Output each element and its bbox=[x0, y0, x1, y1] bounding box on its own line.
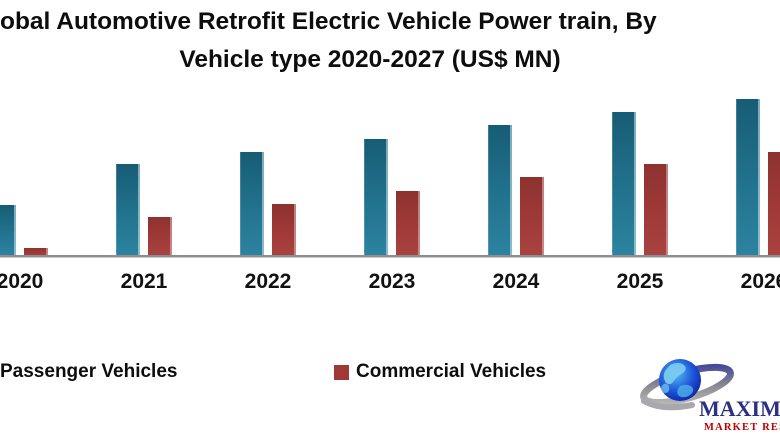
x-axis-label-2022: 2022 bbox=[244, 270, 292, 293]
bar-passenger-2020 bbox=[0, 205, 16, 256]
bar-commercial-2020 bbox=[24, 248, 48, 256]
x-axis-label-2020: 2020 bbox=[0, 270, 44, 293]
bar-passenger-2024 bbox=[488, 125, 512, 256]
legend-item-commercial-vehicles: Commercial Vehicles bbox=[334, 361, 546, 383]
logo-text-maximize: MAXIM bbox=[699, 396, 780, 421]
legend-label-passenger-vehicles: Passenger Vehicles bbox=[0, 361, 178, 382]
x-axis-label-2024: 2024 bbox=[492, 270, 540, 293]
bar-commercial-2024 bbox=[520, 177, 544, 256]
bar-passenger-2023 bbox=[364, 139, 388, 256]
bar-passenger-2021 bbox=[116, 164, 140, 256]
bar-commercial-2026 bbox=[768, 152, 780, 256]
maximize-market-research-logo: MAXIM MARKET RES bbox=[640, 359, 780, 433]
globe-icon bbox=[659, 359, 701, 401]
bar-passenger-2025 bbox=[612, 112, 636, 256]
x-axis-line bbox=[0, 255, 780, 258]
legend-item-passenger-vehicles: Passenger Vehicles bbox=[0, 361, 177, 383]
bar-commercial-2025 bbox=[644, 164, 668, 256]
x-axis-label-2023: 2023 bbox=[368, 270, 416, 293]
logo-text-market-research: MARKET RES bbox=[704, 422, 780, 433]
bar-passenger-2022 bbox=[240, 152, 264, 256]
logo-swoosh-front-icon bbox=[641, 398, 695, 411]
commercial-vehicles-swatch bbox=[334, 364, 349, 380]
chart-title-line1: obal Automotive Retrofit Electric Vehicl… bbox=[0, 8, 657, 35]
chart-title-line2: Vehicle type 2020-2027 (US$ MN) bbox=[179, 46, 561, 73]
bar-commercial-2023 bbox=[396, 191, 420, 256]
bar-passenger-2026 bbox=[736, 99, 760, 256]
x-axis-label-2026: 2026 bbox=[740, 270, 780, 293]
legend-label-commercial-vehicles: Commercial Vehicles bbox=[356, 361, 547, 382]
x-axis-label-2021: 2021 bbox=[120, 270, 168, 293]
bar-commercial-2022 bbox=[272, 204, 296, 256]
bar-commercial-2021 bbox=[148, 217, 172, 256]
x-axis-label-2025: 2025 bbox=[616, 270, 664, 293]
